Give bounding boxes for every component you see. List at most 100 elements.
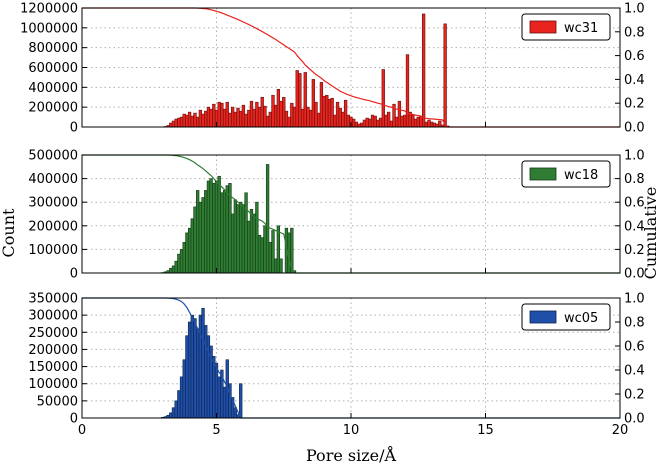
histogram-bar [172, 266, 175, 273]
y-tick-label: 250000 [28, 326, 78, 341]
y2-tick-label: 0.8 [624, 172, 645, 187]
histogram-bar [180, 377, 183, 418]
histogram-bar [412, 115, 415, 127]
histogram-bar [223, 109, 226, 127]
y2-tick-label: 0.4 [624, 73, 645, 88]
histogram-bar [196, 329, 199, 418]
histogram-bar [328, 99, 331, 127]
y-tick-label: 800000 [28, 41, 78, 56]
panel-1: 0200000400000600000800000100000012000000… [20, 2, 645, 136]
histogram-bar [309, 110, 312, 127]
histogram-bar [379, 118, 382, 127]
y-axis-title: Count [0, 208, 18, 257]
histogram-bar [250, 209, 253, 273]
x-tick-label: 10 [343, 423, 360, 438]
histogram-bar [280, 259, 283, 273]
histogram-bar [290, 103, 293, 127]
histogram-bar [382, 69, 385, 127]
histogram-bar [202, 114, 205, 127]
histogram-bar [204, 111, 207, 127]
histogram-bar [304, 72, 307, 127]
histogram-bar [199, 202, 202, 273]
y-tick-label: 0 [70, 121, 78, 136]
histogram-bar [175, 401, 178, 418]
y-tick-label: 200000 [28, 343, 78, 358]
y2-tick-label: 0.8 [624, 25, 645, 40]
histogram-bar [428, 120, 431, 127]
histogram-bar [269, 112, 272, 127]
histogram-bar [245, 193, 248, 273]
histogram-bar [186, 115, 189, 127]
histogram-bar [229, 384, 232, 418]
y2-tick-label: 0.8 [624, 316, 645, 331]
histogram-bar [239, 384, 242, 418]
histogram-bar [204, 190, 207, 273]
y-tick-label: 100000 [28, 243, 78, 258]
histogram-bar [312, 79, 315, 127]
histogram-bar [272, 231, 275, 273]
y-tick-label: 200000 [28, 219, 78, 234]
histogram-bar [296, 70, 299, 127]
histogram-bar [188, 228, 191, 273]
histogram-bar [299, 73, 302, 127]
histogram-bar [414, 119, 417, 127]
histogram-bar [390, 121, 393, 127]
y-tick-label: 400000 [28, 172, 78, 187]
histogram-bar [239, 202, 242, 273]
histogram-bar [245, 114, 248, 127]
histogram-bar [280, 101, 283, 127]
histogram-bar [194, 319, 197, 418]
y-tick-label: 300000 [28, 196, 78, 211]
y-tick-label: 1200000 [20, 2, 78, 17]
histogram-bar [266, 164, 269, 273]
histogram-bar [258, 235, 261, 273]
histogram-bar [282, 97, 285, 127]
y-tick-label: 300000 [28, 309, 78, 324]
x-tick-label: 0 [78, 423, 86, 438]
histogram-bar [325, 95, 328, 127]
y2-tick-label: 0.4 [624, 219, 645, 234]
histogram-bar [401, 116, 404, 127]
histogram-bar [186, 336, 189, 418]
histogram-bar [207, 336, 210, 418]
histogram-bar [202, 197, 205, 273]
legend-swatch [530, 168, 556, 180]
histogram-bar [430, 122, 433, 127]
y-tick-label: 150000 [28, 360, 78, 375]
histogram-bar [210, 179, 213, 273]
histogram-bar [234, 112, 237, 127]
histogram-bar [269, 242, 272, 273]
y2-tick-label: 0.2 [624, 97, 645, 112]
histogram-bar [196, 190, 199, 273]
legend-swatch [530, 21, 556, 33]
histogram-bar [202, 308, 205, 418]
histogram-bar [406, 55, 409, 127]
y2-tick-label: 0.0 [624, 121, 645, 136]
histogram-bar [387, 112, 390, 127]
histogram-bar [223, 190, 226, 273]
histogram-bar [256, 102, 259, 127]
y-tick-label: 400000 [28, 81, 78, 96]
histogram-bar [347, 115, 350, 127]
histogram-bar [253, 214, 256, 273]
histogram-bar [363, 120, 366, 127]
histogram-bar [266, 116, 269, 127]
histogram-bar [377, 120, 380, 127]
histogram-bar [264, 106, 267, 127]
y-tick-label: 1000000 [20, 21, 78, 36]
histogram-bar [331, 98, 334, 127]
histogram-bar [403, 115, 406, 127]
histogram-bar [183, 242, 186, 273]
histogram-bar [172, 408, 175, 418]
histogram-bar [417, 117, 420, 127]
histogram-bar [277, 226, 280, 273]
legend-label: wc18 [564, 168, 598, 183]
x-tick-label: 5 [212, 423, 220, 438]
histogram-bar [239, 111, 242, 127]
histogram-bar [180, 117, 183, 127]
y2-tick-label: 0.2 [624, 388, 645, 403]
histogram-bar [371, 115, 374, 127]
histogram-bar [258, 107, 261, 127]
